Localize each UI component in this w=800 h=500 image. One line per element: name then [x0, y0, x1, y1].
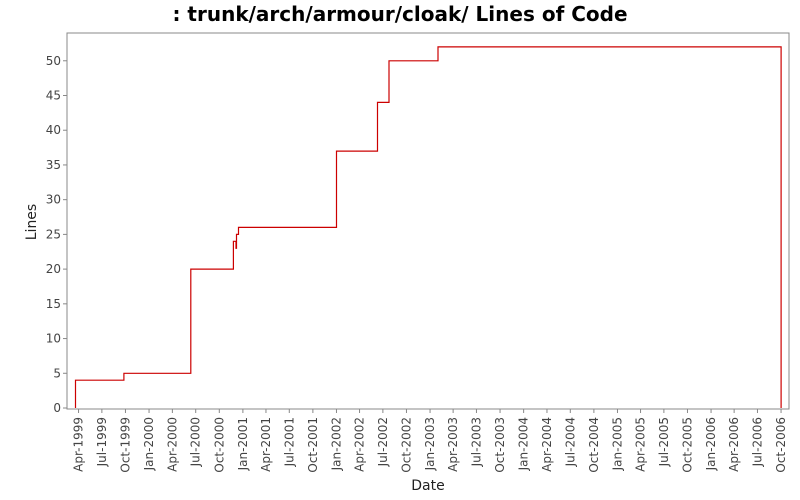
y-tick-label: 0	[53, 401, 61, 415]
x-tick-label: Jan-2002	[329, 417, 343, 471]
x-tick-label: Apr-2004	[540, 417, 554, 472]
y-tick-label: 5	[53, 366, 61, 380]
x-tick-label: Jul-1999	[95, 417, 109, 467]
x-tick-label: Oct-2000	[212, 417, 226, 473]
x-tick-label: Jul-2000	[189, 417, 203, 467]
x-tick-label: Apr-2002	[353, 417, 367, 472]
x-tick-label: Oct-2004	[587, 417, 601, 473]
y-tick-label: 40	[46, 123, 61, 137]
x-tick-label: Oct-2001	[306, 417, 320, 473]
x-tick-label: Apr-1999	[72, 417, 86, 472]
x-tick-label: Apr-2003	[446, 417, 460, 472]
x-tick-label: Oct-1999	[118, 417, 132, 473]
x-tick-label: Oct-2002	[399, 417, 413, 473]
x-axis: Apr-1999 Jul-1999 Oct-1999 Jan-2000 Apr-2000…	[72, 409, 788, 473]
x-tick-label: Jan-2000	[142, 417, 156, 471]
x-tick-label: Apr-2005	[634, 417, 648, 472]
x-tick-label: Apr-2006	[727, 417, 741, 472]
x-tick-label: Oct-2005	[680, 417, 694, 473]
y-tick-label: 15	[46, 297, 61, 311]
x-axis-title: Date	[411, 478, 444, 494]
x-tick-label: Jan-2003	[423, 417, 437, 471]
chart-title: : trunk/arch/armour/cloak/ Lines of Code	[172, 2, 628, 26]
x-tick-label: Jul-2003	[469, 417, 483, 467]
series-line	[74, 46, 782, 408]
x-tick-label: Oct-2003	[493, 417, 507, 473]
x-tick-label: Jul-2005	[657, 417, 671, 467]
y-axis: 0 5 10 15 20 25 30 35 40 45 50	[46, 54, 67, 415]
y-tick-label: 50	[46, 54, 61, 68]
x-tick-label: Apr-2000	[165, 417, 179, 472]
y-tick-label: 30	[46, 193, 61, 207]
y-tick-label: 20	[46, 262, 61, 276]
y-tick-label: 45	[46, 89, 61, 103]
plot-area	[66, 32, 790, 410]
x-tick-label: Apr-2001	[259, 417, 273, 472]
y-axis-title: Lines	[24, 204, 40, 240]
x-tick-label: Jan-2006	[704, 417, 718, 471]
x-tick-label: Jul-2004	[563, 417, 577, 467]
y-tick-label: 10	[46, 332, 61, 346]
x-tick-label: Jul-2002	[376, 417, 390, 467]
x-tick-label: Jan-2005	[610, 417, 624, 471]
x-tick-label: Jan-2001	[236, 417, 250, 471]
x-tick-label: Jan-2004	[517, 417, 531, 471]
x-tick-label: Jul-2001	[282, 417, 296, 467]
x-tick-label: Oct-2006	[774, 417, 788, 473]
y-tick-label: 35	[46, 158, 61, 172]
x-tick-label: Jul-2006	[750, 417, 764, 467]
y-tick-label: 25	[46, 227, 61, 241]
